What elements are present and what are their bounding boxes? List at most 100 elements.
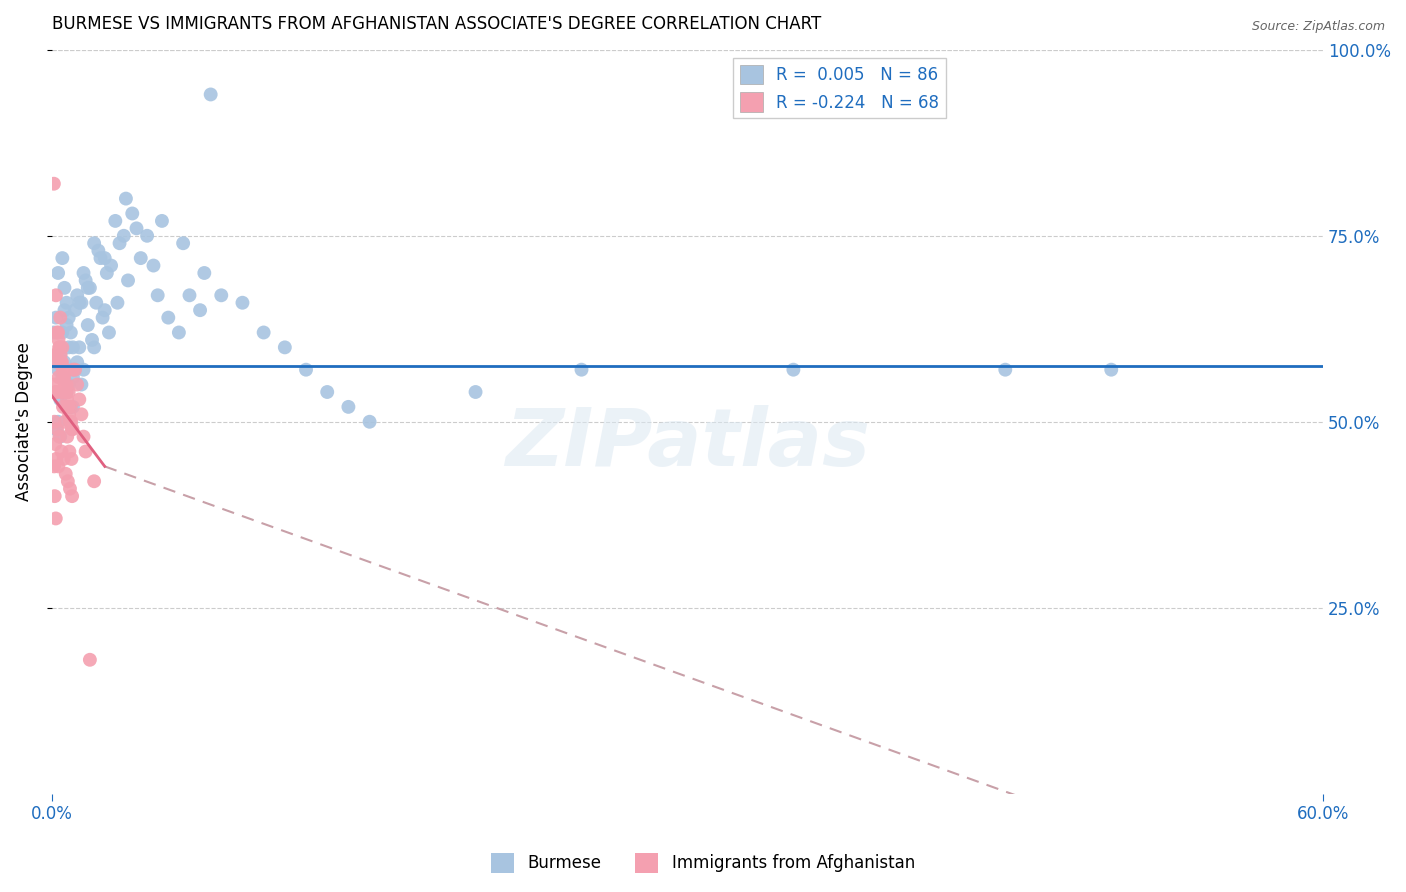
Point xyxy=(1099,362,1122,376)
Point xyxy=(129,251,152,265)
Point xyxy=(146,288,169,302)
Point xyxy=(571,362,593,376)
Point xyxy=(42,326,65,340)
Y-axis label: Associate's Degree: Associate's Degree xyxy=(15,343,32,501)
Point xyxy=(79,281,101,295)
Point xyxy=(58,444,80,458)
Point xyxy=(100,259,122,273)
Point xyxy=(48,429,70,443)
Point xyxy=(53,415,76,429)
Point xyxy=(52,452,75,467)
Point xyxy=(62,340,84,354)
Point xyxy=(42,459,65,474)
Point xyxy=(53,377,76,392)
Point xyxy=(53,370,76,384)
Point xyxy=(53,281,76,295)
Point xyxy=(104,214,127,228)
Point xyxy=(49,392,72,407)
Point xyxy=(75,273,97,287)
Point xyxy=(142,259,165,273)
Point xyxy=(112,228,135,243)
Point xyxy=(46,355,69,369)
Point xyxy=(58,400,80,414)
Point xyxy=(62,370,84,384)
Point xyxy=(80,333,103,347)
Point xyxy=(59,400,82,414)
Legend: R =  0.005   N = 86, R = -0.224   N = 68: R = 0.005 N = 86, R = -0.224 N = 68 xyxy=(733,58,946,119)
Text: ZIPatlas: ZIPatlas xyxy=(505,405,870,483)
Point xyxy=(58,340,80,354)
Point xyxy=(76,281,98,295)
Point xyxy=(67,295,90,310)
Point xyxy=(53,355,76,369)
Point xyxy=(253,326,276,340)
Point xyxy=(93,303,115,318)
Point xyxy=(117,273,139,287)
Point xyxy=(107,295,129,310)
Point xyxy=(51,326,73,340)
Point xyxy=(66,288,89,302)
Point xyxy=(83,475,105,489)
Point xyxy=(200,87,222,102)
Point xyxy=(66,355,89,369)
Point xyxy=(45,288,67,302)
Point xyxy=(55,467,77,481)
Point xyxy=(56,392,79,407)
Point xyxy=(51,444,73,458)
Point xyxy=(45,348,67,362)
Point xyxy=(96,266,118,280)
Point xyxy=(89,251,111,265)
Point xyxy=(87,244,110,258)
Point xyxy=(44,415,66,429)
Point xyxy=(49,340,72,354)
Point xyxy=(60,422,83,436)
Point xyxy=(46,326,69,340)
Point xyxy=(59,326,82,340)
Point xyxy=(59,400,82,414)
Point xyxy=(51,355,73,369)
Point xyxy=(67,392,90,407)
Point xyxy=(91,310,114,325)
Point xyxy=(56,429,79,443)
Point xyxy=(58,310,80,325)
Point xyxy=(115,192,138,206)
Point xyxy=(55,295,77,310)
Point xyxy=(72,266,94,280)
Point xyxy=(52,362,75,376)
Point xyxy=(136,228,159,243)
Point xyxy=(49,310,72,325)
Point xyxy=(45,384,67,399)
Point xyxy=(52,400,75,414)
Point xyxy=(108,236,131,251)
Point xyxy=(59,415,82,429)
Point xyxy=(55,384,77,399)
Point xyxy=(63,362,86,376)
Point xyxy=(72,362,94,376)
Point xyxy=(179,288,201,302)
Point xyxy=(75,444,97,458)
Point xyxy=(359,415,381,429)
Point xyxy=(45,422,67,436)
Point xyxy=(464,384,486,399)
Point xyxy=(167,326,190,340)
Point xyxy=(55,377,77,392)
Point xyxy=(49,348,72,362)
Point xyxy=(316,384,339,399)
Point xyxy=(337,400,360,414)
Point xyxy=(49,429,72,443)
Point xyxy=(70,407,93,421)
Point xyxy=(44,489,66,503)
Point xyxy=(46,362,69,376)
Legend: Burmese, Immigrants from Afghanistan: Burmese, Immigrants from Afghanistan xyxy=(485,847,921,880)
Point xyxy=(58,384,80,399)
Point xyxy=(70,377,93,392)
Point xyxy=(56,475,79,489)
Point xyxy=(60,489,83,503)
Point xyxy=(70,295,93,310)
Point xyxy=(994,362,1017,376)
Point xyxy=(125,221,148,235)
Point xyxy=(58,377,80,392)
Point xyxy=(44,348,66,362)
Point xyxy=(93,251,115,265)
Point xyxy=(46,415,69,429)
